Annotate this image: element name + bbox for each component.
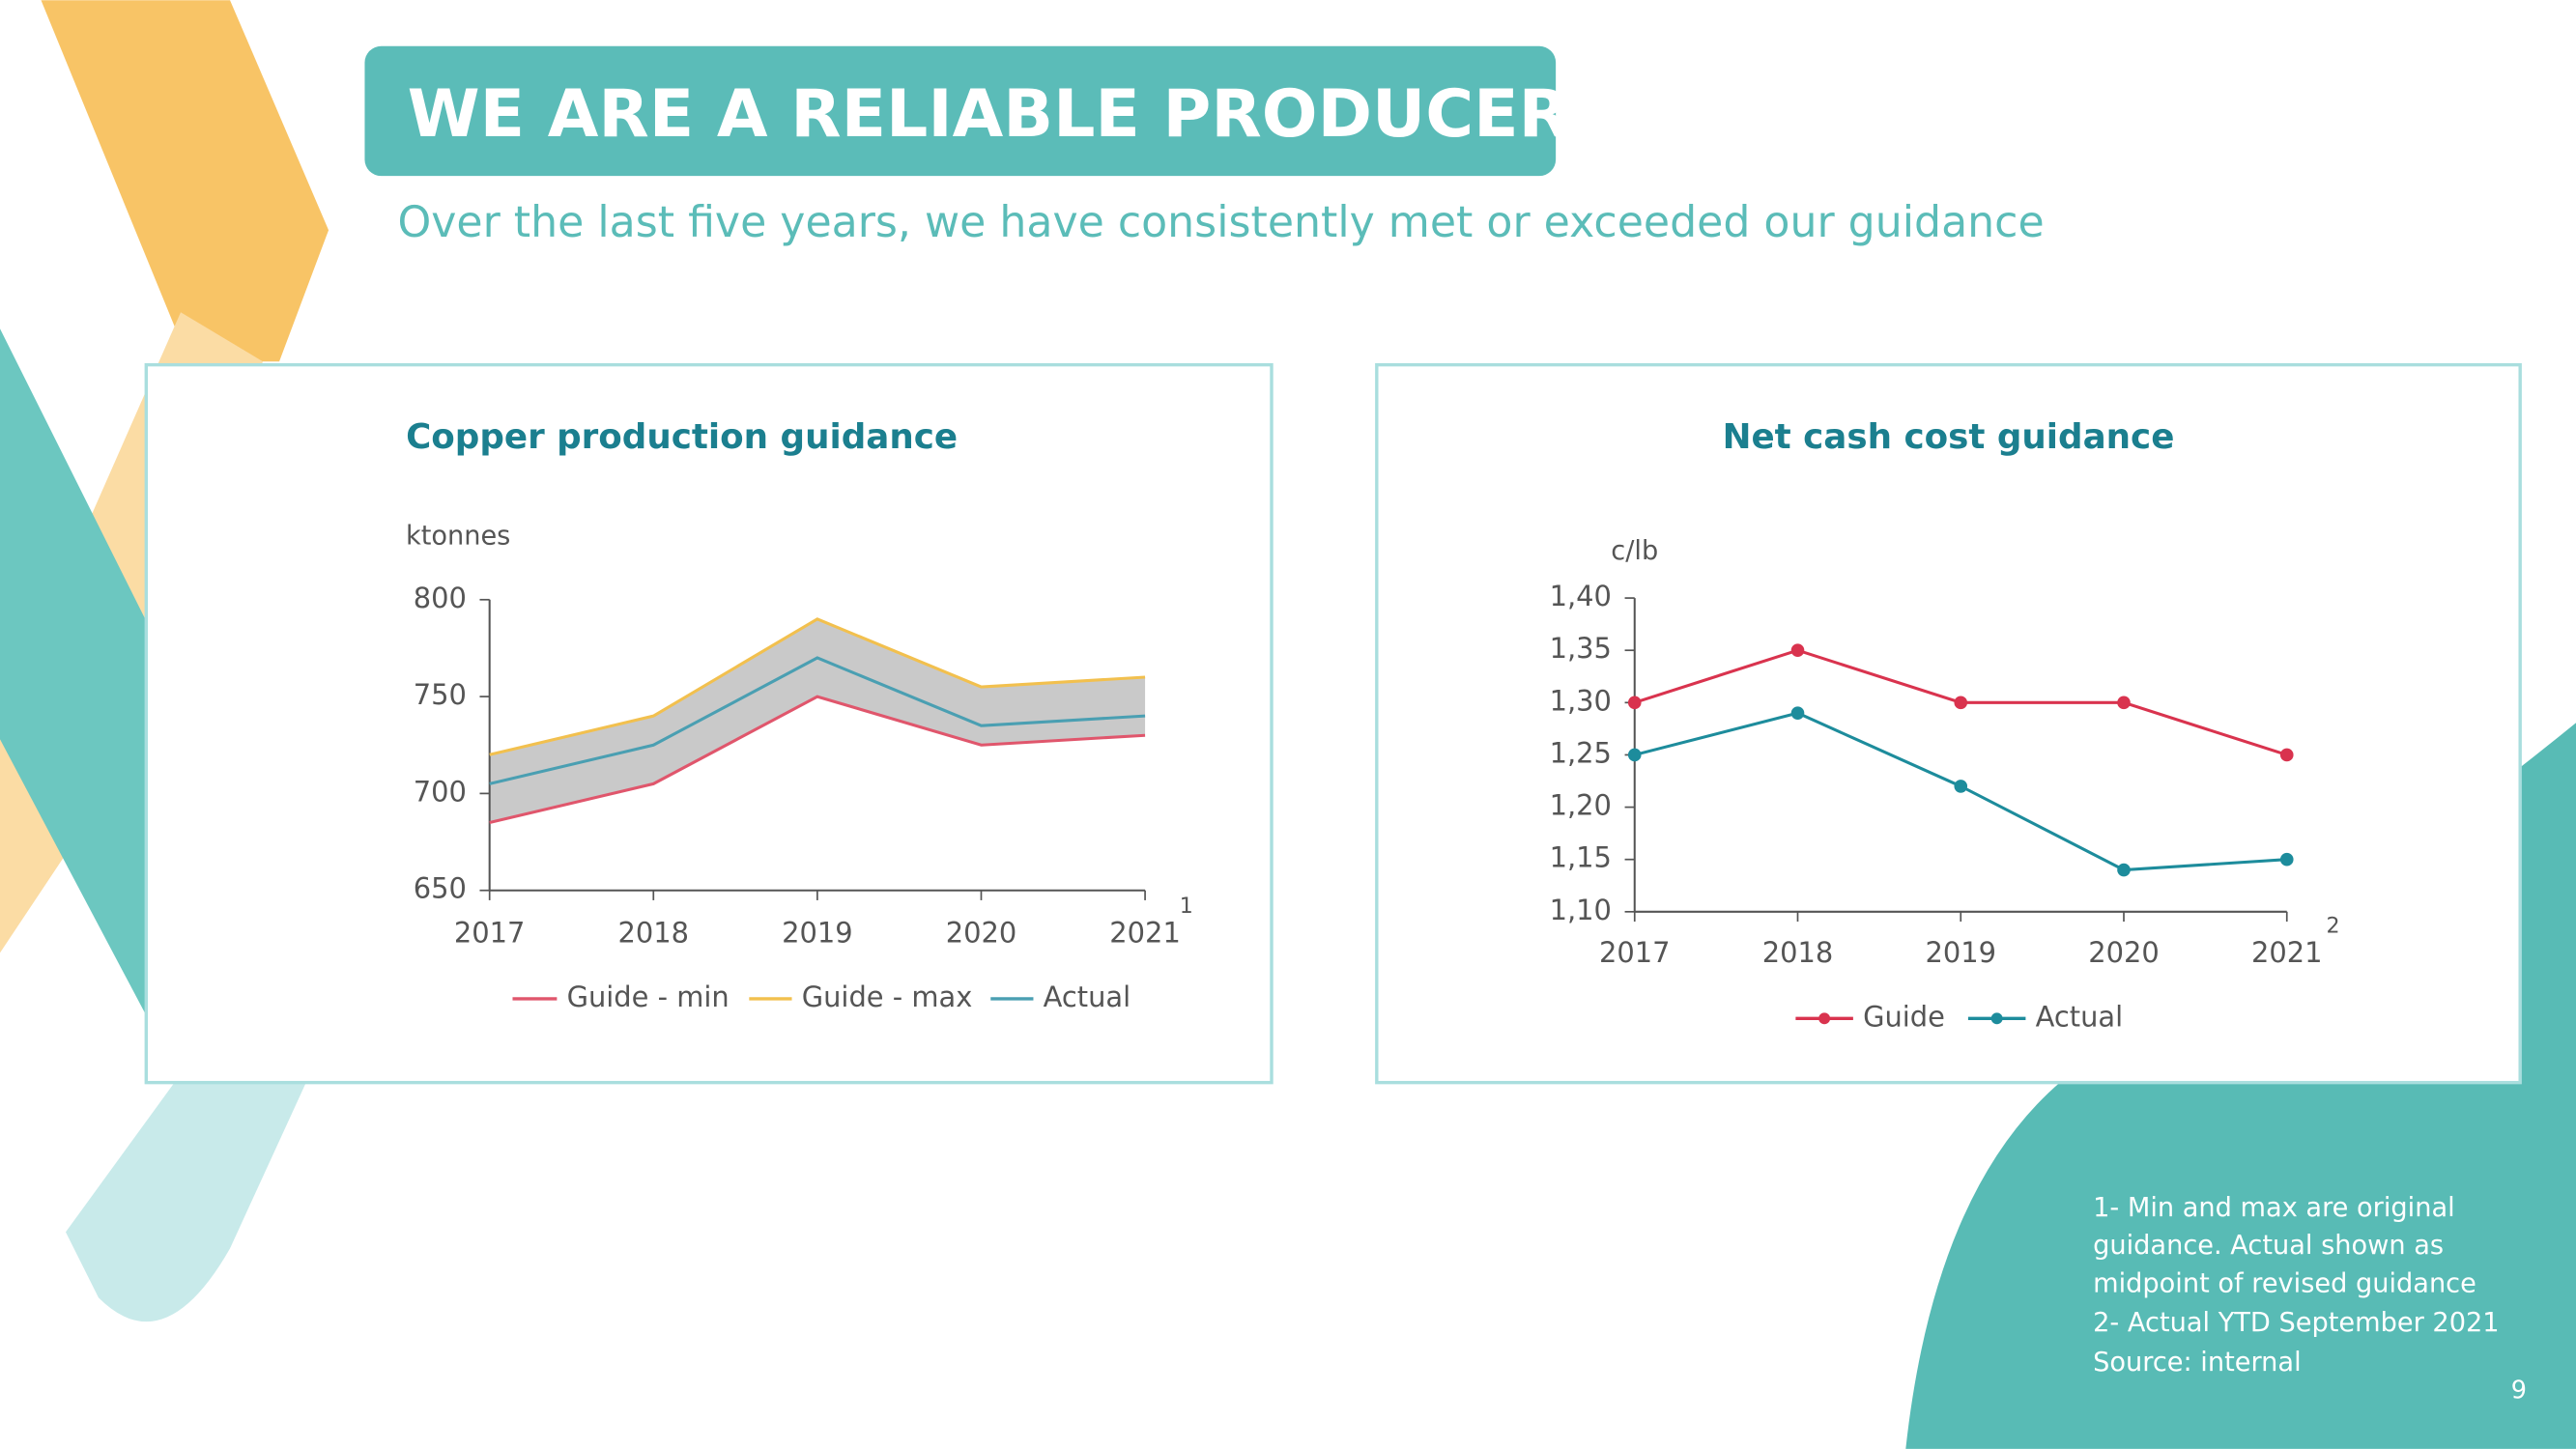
chart-title: Net cash cost guidance <box>1723 417 2175 457</box>
legend-marker <box>1990 1012 2003 1025</box>
slide-subtitle: Over the last five years, we have consis… <box>397 198 2044 247</box>
note: Source: internal <box>2093 1348 2302 1378</box>
note: 2- Actual YTD September 2021 <box>2093 1308 2499 1338</box>
x-tick-label: 2017 <box>1599 936 1671 969</box>
legend-label: Guide - max <box>802 980 973 1013</box>
y-axis-label: c/lb <box>1611 536 1658 566</box>
y-tick-label: 1,25 <box>1550 736 1612 769</box>
y-tick-label: 800 <box>414 582 467 614</box>
y-tick-label: 1,20 <box>1550 789 1612 822</box>
point <box>1627 696 1642 710</box>
x-tick-label: 2021 <box>2251 936 2323 969</box>
point <box>1790 643 1805 658</box>
legend-label: Actual <box>2036 1000 2124 1033</box>
axis-note: 1 <box>1180 894 1193 919</box>
teal-stripe <box>0 328 149 1019</box>
point <box>2117 696 2131 710</box>
notes: 1- Min and max are original guidance. Ac… <box>2093 1193 2499 1378</box>
x-tick-label: 2018 <box>618 917 690 950</box>
note: 1- Min and max are original <box>2093 1193 2455 1223</box>
title-banner <box>364 45 1557 177</box>
range-band <box>489 618 1146 823</box>
series-line <box>489 617 1146 756</box>
point <box>2117 863 2131 877</box>
note: midpoint of revised guidance <box>2093 1268 2476 1298</box>
legend-label: Guide - min <box>567 980 730 1013</box>
point <box>2279 852 2294 867</box>
y-tick-label: 1,10 <box>1550 894 1612 926</box>
y-tick-label: 1,15 <box>1550 841 1612 874</box>
chart-panel <box>1375 362 2522 1085</box>
y-axis-label: ktonnes <box>406 522 510 552</box>
y-tick-label: 1,30 <box>1550 684 1612 717</box>
light-teal-stripe <box>66 1051 321 1322</box>
orange-stripe <box>41 0 329 362</box>
x-tick-label: 2020 <box>2088 936 2160 969</box>
series-line <box>489 695 1146 824</box>
y-tick-label: 1,35 <box>1550 632 1612 665</box>
point <box>1954 696 1968 710</box>
point <box>1627 748 1642 762</box>
y-tick-label: 700 <box>414 775 467 808</box>
slide-title: WE ARE A RELIABLE PRODUCER <box>408 76 1569 153</box>
x-tick-label: 2020 <box>946 917 1017 950</box>
y-tick-label: 1,40 <box>1550 580 1612 612</box>
x-tick-label: 2019 <box>782 917 853 950</box>
legend-label: Guide <box>1863 1000 1945 1033</box>
y-tick-label: 750 <box>414 678 467 711</box>
page-number: 9 <box>2511 1376 2527 1405</box>
point <box>1790 706 1805 720</box>
axis-note: 2 <box>2327 914 2340 939</box>
x-tick-label: 2021 <box>1109 917 1181 950</box>
x-tick-label: 2017 <box>454 917 526 950</box>
legend-marker <box>1818 1012 1831 1025</box>
x-tick-label: 2018 <box>1762 936 1834 969</box>
y-tick-label: 650 <box>414 872 467 905</box>
note: guidance. Actual shown as <box>2093 1231 2444 1261</box>
x-tick-label: 2019 <box>1925 936 1996 969</box>
point <box>1954 780 1968 793</box>
series-line <box>489 656 1146 785</box>
point <box>2279 748 2294 762</box>
chart-title: Copper production guidance <box>406 417 958 457</box>
legend-label: Actual <box>1044 980 1131 1013</box>
